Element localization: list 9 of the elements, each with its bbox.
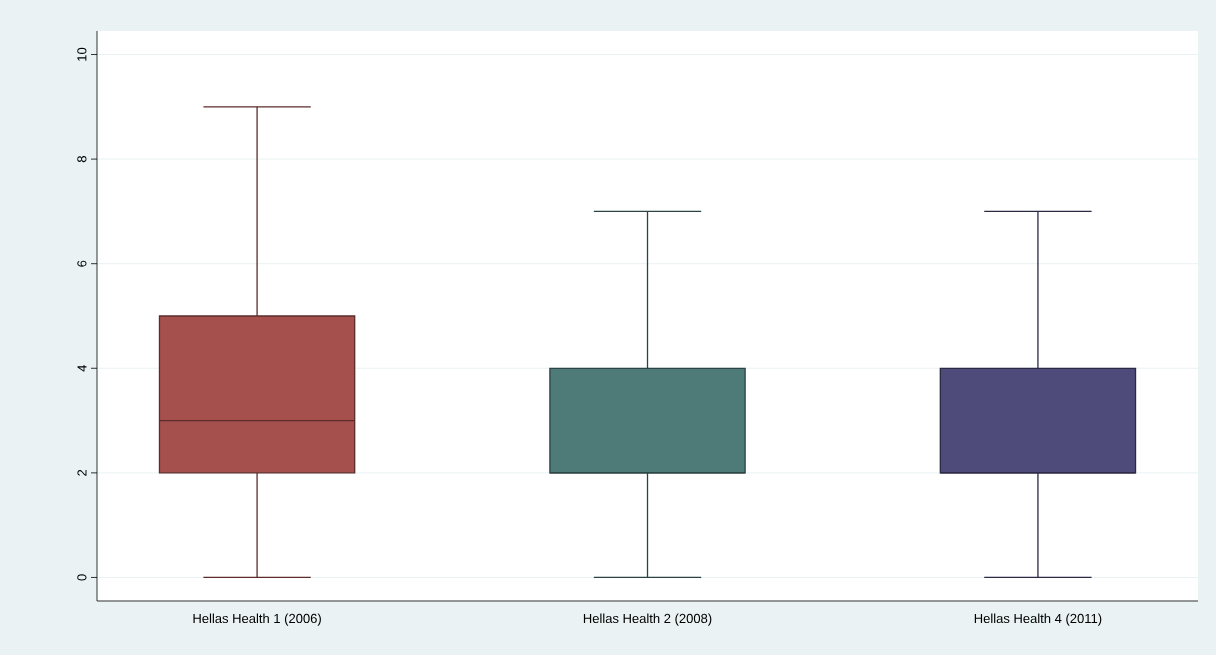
y-tick-label: 0 [77, 574, 87, 581]
y-tick-label: 10 [77, 47, 87, 61]
y-tick-label: 8 [77, 156, 87, 163]
y-tick-label: 4 [77, 365, 87, 372]
x-tick-label: Hellas Health 2 (2008) [583, 613, 712, 626]
y-tick-label: 6 [77, 260, 87, 267]
y-tick-label: 2 [77, 469, 87, 476]
x-tick-label: Hellas Health 1 (2006) [193, 613, 321, 626]
x-tick-label: Hellas Health 4 (2011) [974, 613, 1102, 626]
